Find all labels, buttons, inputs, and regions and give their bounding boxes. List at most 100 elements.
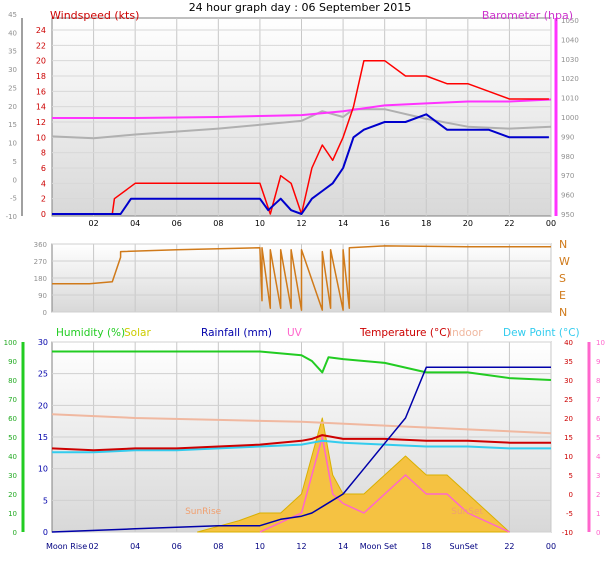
sunset-annotation: SunSet xyxy=(451,507,483,517)
humidity-series-line xyxy=(52,350,552,381)
x-tick-label: 20 xyxy=(463,219,473,228)
compass-label: N xyxy=(559,238,567,251)
humidity-tick-label: 40 xyxy=(8,453,17,461)
uv-tick-label: 4 xyxy=(596,453,601,461)
rain-tick-label: 30 xyxy=(38,338,48,347)
x-tick-label: Moon Set xyxy=(360,542,397,551)
direction-tick-label: 0 xyxy=(43,309,47,317)
humidity-panel: 0510152025300102030405060708090100-10-50… xyxy=(4,327,605,551)
y-outer-tick-label: 35 xyxy=(8,48,17,56)
wind-panel: 02 04 06 08 10 12 14 16 18 20 22 000246810121416182… xyxy=(6,9,579,228)
rain-tick-label: 20 xyxy=(38,401,48,410)
x-tick-label: 04 xyxy=(130,219,140,228)
temperature-tick-label: -5 xyxy=(566,510,573,518)
direction-tick-label: 270 xyxy=(34,258,47,266)
y-inner-tick-label: 0 xyxy=(41,210,46,219)
temperature-tick-label: 15 xyxy=(564,434,573,442)
y-inner-tick-label: 8 xyxy=(41,149,46,158)
y-outer-tick-label: 10 xyxy=(8,140,17,148)
y-inner-tick-label: 12 xyxy=(36,118,46,127)
page-title: 24 hour graph day : 06 September 2015 xyxy=(189,1,412,14)
x-tick-label: SunSet xyxy=(449,542,477,551)
y-inner-tick-label: 2 xyxy=(41,195,46,204)
y-right-tick-label: 1020 xyxy=(561,75,579,83)
uv-tick-label: 3 xyxy=(596,472,600,480)
y-inner-tick-label: 10 xyxy=(36,133,46,142)
direction-tick-label: 180 xyxy=(34,275,47,283)
x-tick-label: 14 xyxy=(338,219,348,228)
x-tick-label: 08 xyxy=(213,542,223,551)
x-tick-label: 12 xyxy=(296,219,306,228)
y-outer-tick-label: 45 xyxy=(8,11,17,19)
compass-label: N xyxy=(559,306,567,319)
x-tick-label: 14 xyxy=(338,542,348,551)
uv-tick-label: 1 xyxy=(596,510,600,518)
rain-tick-label: 5 xyxy=(43,496,48,505)
wind-axis-title: Windspeed (kts) xyxy=(50,9,139,22)
direction-series-line xyxy=(52,245,551,311)
barometer-series-line xyxy=(52,98,552,119)
y-right-tick-label: 950 xyxy=(561,211,574,219)
x-tick-label: 10 xyxy=(255,542,265,551)
rain-tick-label: 25 xyxy=(38,370,48,379)
sunrise-annotation: SunRise xyxy=(185,507,222,517)
x-tick-label: 02 xyxy=(88,542,98,551)
y-right-tick-label: 1030 xyxy=(561,56,579,64)
rain-tick-label: 0 xyxy=(43,528,48,537)
compass-label: W xyxy=(559,255,570,268)
temperature-tick-label: 25 xyxy=(564,396,573,404)
x-tick-label: 02 xyxy=(88,219,98,228)
humidity-tick-label: 30 xyxy=(8,472,17,480)
y-right-tick-label: 960 xyxy=(561,192,574,200)
humidity-tick-label: 60 xyxy=(8,415,17,423)
x-tick-label: Moon Rise xyxy=(46,542,87,551)
x-tick-label: 18 xyxy=(421,542,431,551)
solar-label: Solar xyxy=(124,327,151,339)
temperature-tick-label: -10 xyxy=(562,529,573,537)
uv-tick-label: 5 xyxy=(596,434,600,442)
rain-tick-label: 10 xyxy=(38,465,48,474)
y-inner-tick-label: 18 xyxy=(36,72,46,81)
humidity-label: Humidity (%) xyxy=(56,327,125,339)
x-tick-label: 06 xyxy=(172,542,182,551)
y-right-tick-label: 1000 xyxy=(561,114,579,122)
y-outer-tick-label: -5 xyxy=(10,195,17,203)
uv-tick-label: 7 xyxy=(596,396,600,404)
compass-label: S xyxy=(559,272,566,285)
rainfall-label: Rainfall (mm) xyxy=(201,327,272,339)
uv-tick-label: 9 xyxy=(596,358,600,366)
uv-tick-label: 2 xyxy=(596,491,600,499)
y-inner-tick-label: 20 xyxy=(36,57,46,66)
uv-label: UV xyxy=(287,327,303,339)
humidity-tick-label: 20 xyxy=(8,491,17,499)
temperature-tick-label: 0 xyxy=(569,491,573,499)
uv-series-line xyxy=(259,436,510,533)
humidity-tick-label: 50 xyxy=(8,434,17,442)
compass-label: E xyxy=(559,289,566,302)
dewpoint-label: Dew Point (°C) xyxy=(503,327,580,339)
humidity-tick-label: 100 xyxy=(4,339,17,347)
temperature-tick-label: 35 xyxy=(564,358,573,366)
x-tick-label: 12 xyxy=(296,542,306,551)
y-inner-tick-label: 6 xyxy=(41,164,46,173)
indoor-label: Indoor xyxy=(449,327,483,339)
y-inner-tick-label: 22 xyxy=(36,41,46,50)
direction-tick-label: 360 xyxy=(34,241,47,249)
grey-series-line xyxy=(51,108,552,140)
temperature-series-line xyxy=(51,434,551,452)
humidity-tick-label: 80 xyxy=(8,377,17,385)
y-inner-tick-label: 24 xyxy=(36,26,46,35)
y-right-tick-label: 990 xyxy=(561,133,574,141)
direction-tick-label: 90 xyxy=(38,292,47,300)
dewpoint-series-line xyxy=(52,439,551,454)
x-tick-label: 18 xyxy=(421,219,431,228)
y-outer-tick-label: 25 xyxy=(8,84,17,92)
y-outer-tick-label: 5 xyxy=(13,158,17,166)
temperature-tick-label: 30 xyxy=(564,377,573,385)
y-outer-tick-label: 40 xyxy=(8,29,17,37)
average-series-line xyxy=(52,113,549,215)
barometer-axis-title: Barometer (hpa) xyxy=(482,9,573,22)
x-tick-label: 08 xyxy=(213,219,223,228)
